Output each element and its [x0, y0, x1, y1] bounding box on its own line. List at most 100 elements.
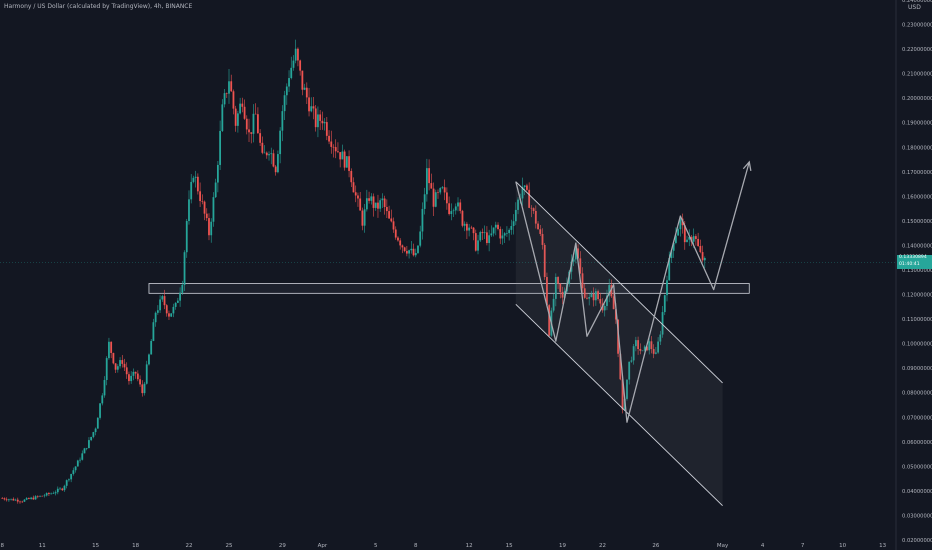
- candle-body: [257, 114, 259, 134]
- candle-body: [425, 168, 428, 195]
- candle-body: [250, 132, 253, 134]
- candle-body: [41, 495, 44, 497]
- y-tick-label: 0.06000000: [902, 440, 932, 446]
- candle-body: [634, 340, 637, 347]
- candle-body: [666, 280, 668, 296]
- candle-body: [699, 245, 702, 253]
- candle-body: [421, 208, 424, 232]
- candle-body: [483, 232, 486, 234]
- candle-body: [403, 247, 406, 251]
- candle-body: [116, 366, 119, 370]
- candle-body: [201, 201, 204, 202]
- candle-body: [83, 448, 86, 454]
- candle-body: [319, 114, 322, 121]
- x-tick-label: 8: [0, 543, 4, 549]
- candle-body: [61, 488, 64, 491]
- candle-body: [492, 227, 495, 234]
- candle-body: [50, 493, 53, 495]
- candle-body: [554, 277, 557, 299]
- candle-body: [208, 218, 210, 236]
- candle-body: [486, 232, 488, 244]
- current-price-value: 0.13330894: [899, 255, 927, 260]
- candle-body: [628, 361, 631, 380]
- candle-body: [48, 493, 50, 494]
- candle-body: [450, 211, 453, 215]
- candle-body: [214, 182, 217, 198]
- candle-body: [401, 245, 404, 248]
- candle-body: [139, 379, 141, 385]
- candle-body: [230, 81, 233, 92]
- channel-upper-line[interactable]: [515, 181, 723, 384]
- projection-path[interactable]: [515, 161, 750, 423]
- candle-body: [317, 114, 319, 128]
- candle-body: [703, 257, 706, 261]
- candle-body: [572, 259, 575, 262]
- candle-body: [343, 151, 346, 168]
- candle-body: [592, 293, 595, 301]
- x-tick-label: 29: [279, 543, 286, 549]
- support-zone-rectangle[interactable]: [148, 283, 750, 294]
- candle-body: [90, 436, 93, 441]
- candle-body: [168, 313, 170, 317]
- candle-body: [445, 192, 448, 204]
- candle-body: [692, 236, 695, 242]
- candle-body: [459, 202, 462, 211]
- candle-body: [259, 133, 262, 143]
- candle-body: [130, 375, 133, 382]
- candle-body: [479, 232, 482, 241]
- candle-body: [190, 181, 193, 200]
- candle-body: [310, 106, 313, 112]
- candle-body: [141, 384, 144, 394]
- candle-body: [16, 499, 19, 502]
- candle-body: [274, 166, 277, 173]
- candle-body: [385, 206, 388, 212]
- candle-body: [196, 176, 199, 192]
- candle-body: [299, 60, 302, 71]
- x-tick-label: 25: [226, 543, 233, 549]
- candle-body: [348, 156, 350, 171]
- candle-body: [639, 349, 642, 351]
- x-tick-label: 15: [92, 543, 99, 549]
- candle-body: [441, 187, 444, 189]
- candle-body: [148, 354, 150, 365]
- candle-body: [643, 346, 646, 351]
- candle-body: [463, 223, 466, 226]
- candle-body: [390, 218, 393, 222]
- candle-body: [88, 440, 90, 449]
- x-tick-label: 13: [879, 543, 886, 549]
- candle-body: [465, 223, 468, 231]
- candle-body: [377, 202, 379, 209]
- candle-body: [101, 395, 104, 404]
- candle-body: [185, 221, 188, 253]
- candle-body: [383, 198, 386, 207]
- x-tick-label: 26: [652, 543, 659, 549]
- y-tick-label: 0.07000000: [902, 415, 932, 421]
- candle-body: [632, 346, 635, 361]
- candle-body: [490, 233, 493, 236]
- candle-body: [221, 104, 224, 131]
- candle-body: [350, 170, 353, 183]
- candle-body: [663, 295, 666, 313]
- candle-body: [414, 252, 417, 256]
- candle-body: [179, 292, 181, 301]
- candle-body: [301, 70, 304, 90]
- candle-body: [325, 122, 328, 136]
- channel-lower-line[interactable]: [515, 304, 723, 506]
- candle-body: [374, 202, 377, 208]
- x-tick-label: 18: [132, 543, 139, 549]
- candle-body: [541, 233, 544, 245]
- candle-body: [688, 237, 691, 240]
- candle-body: [412, 248, 415, 256]
- candle-body: [52, 493, 55, 494]
- candle-body: [626, 379, 628, 399]
- candle-body: [701, 252, 704, 261]
- candle-body: [25, 498, 28, 500]
- candle-body: [72, 470, 75, 474]
- candle-body: [94, 428, 97, 433]
- candle-body: [241, 103, 244, 107]
- candle-body: [305, 87, 308, 98]
- x-tick-label: 5: [374, 543, 378, 549]
- candle-body: [579, 258, 582, 274]
- candle-body: [205, 213, 208, 219]
